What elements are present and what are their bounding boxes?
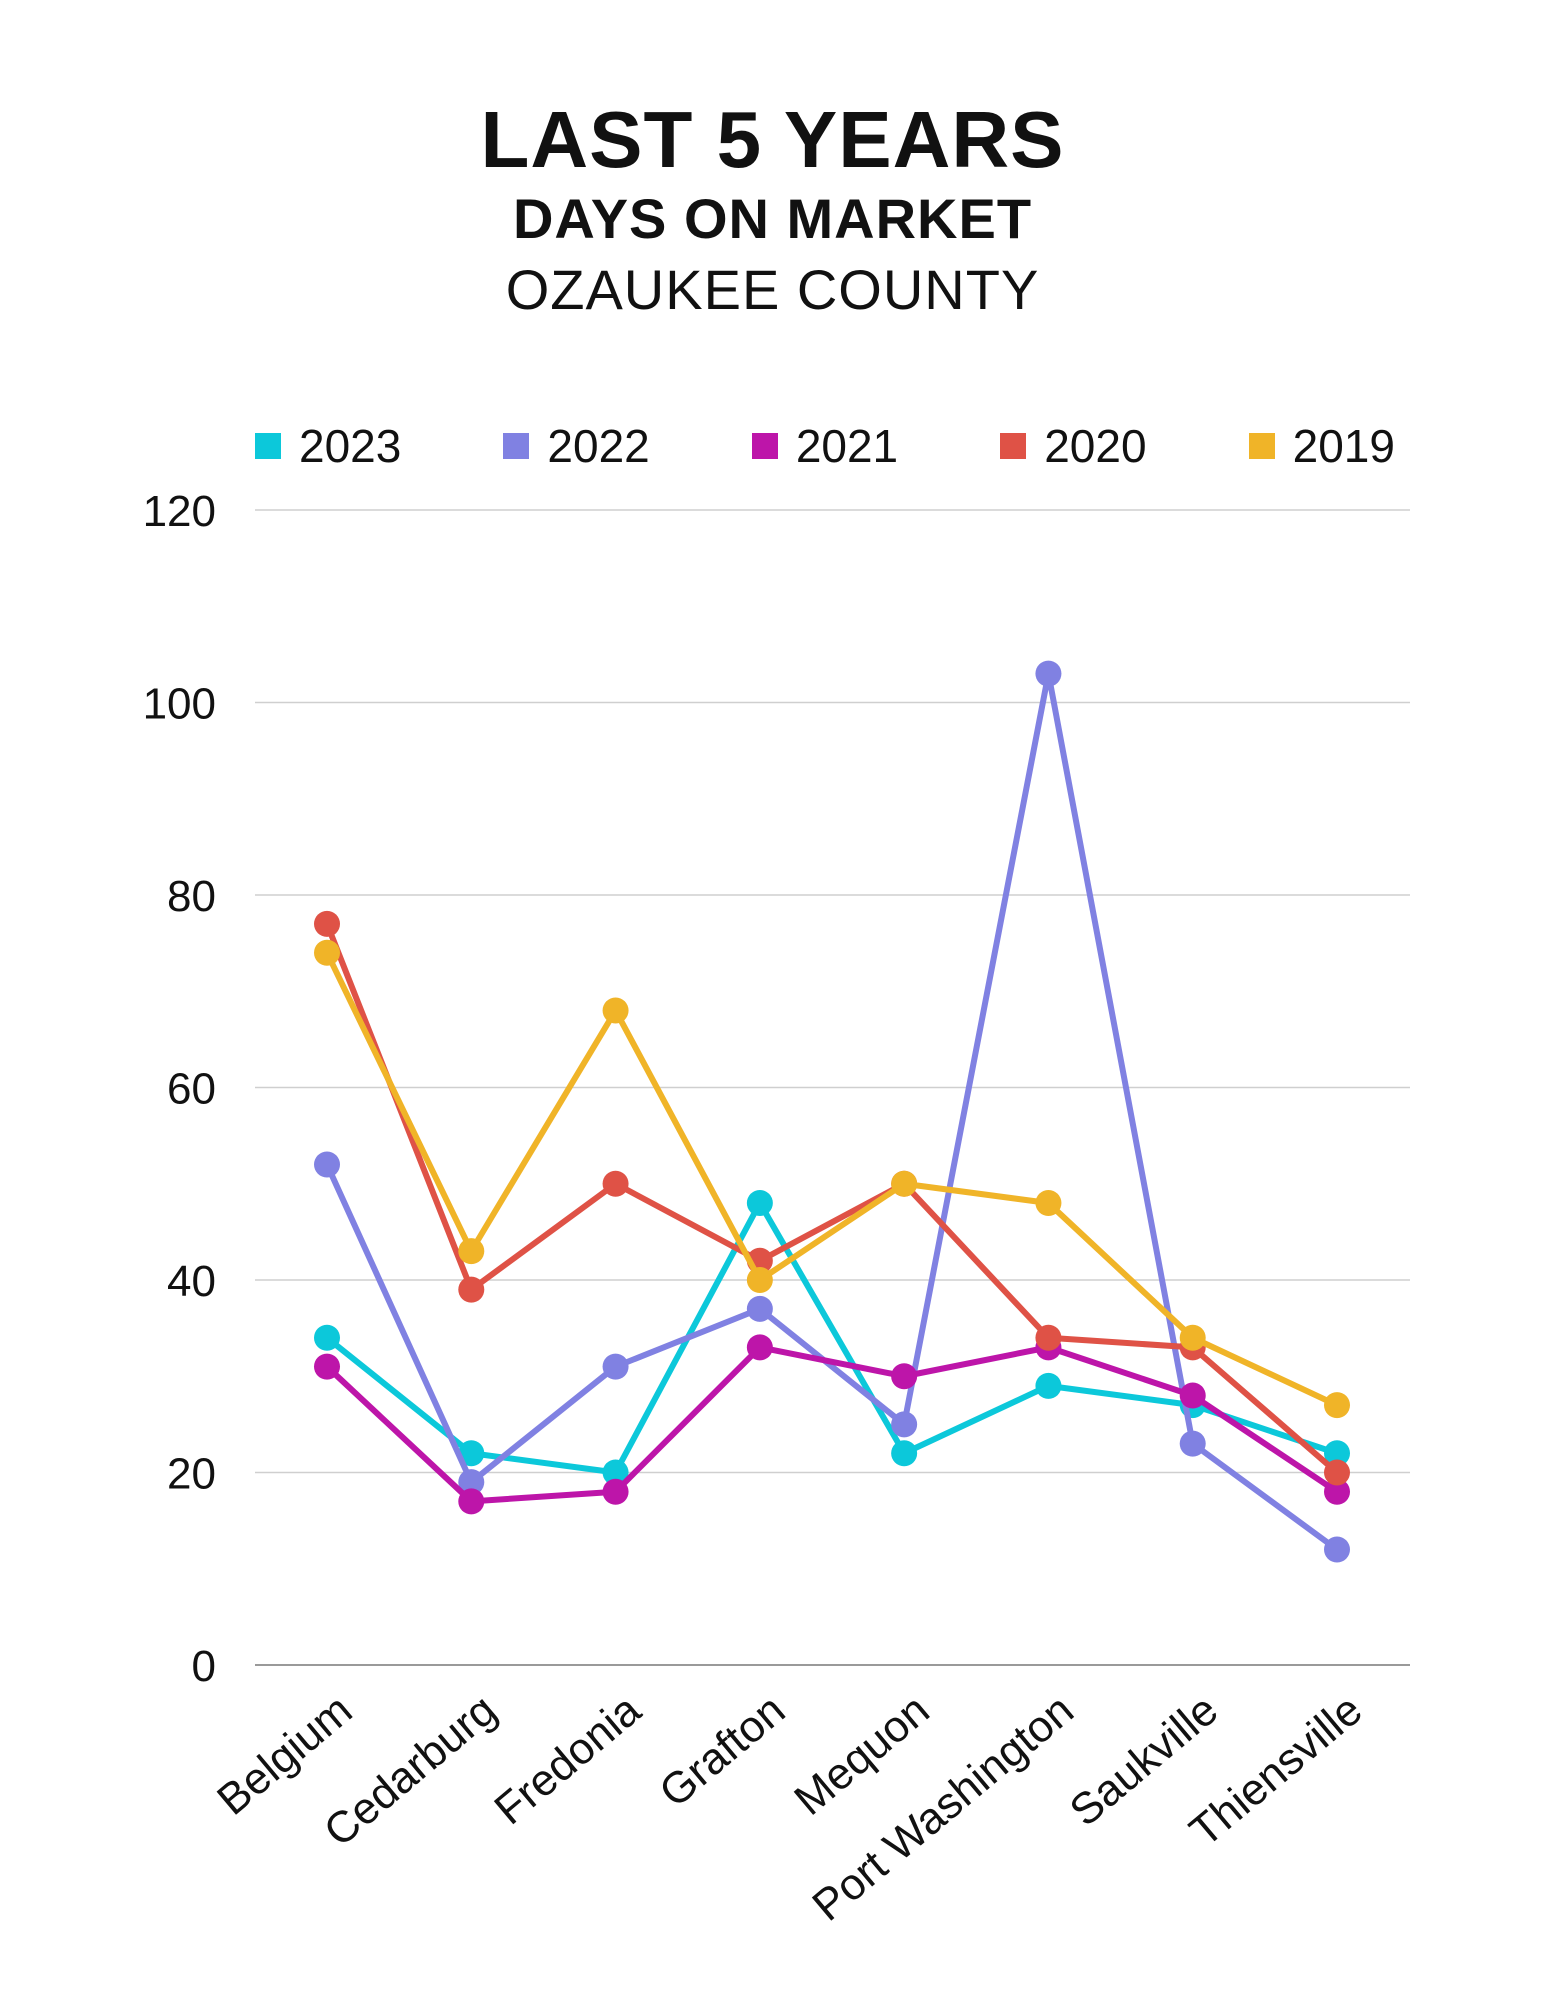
point-2019-thiensville <box>1324 1392 1350 1419</box>
point-2021-fredonia <box>602 1478 629 1505</box>
point-2022-grafton <box>746 1295 773 1322</box>
point-2019-saukville <box>1179 1324 1206 1351</box>
point-2020-cedarburg <box>458 1276 485 1303</box>
y-tick-label-20: 20 <box>167 1450 216 1499</box>
legend-swatch-2023 <box>255 433 281 459</box>
grid-layer <box>255 509 1410 1666</box>
point-2020-port-washington <box>1035 1324 1062 1351</box>
legend-item-2022: 2022 <box>503 418 650 474</box>
point-2023-grafton <box>746 1190 773 1216</box>
point-2023-cedarburg <box>458 1440 485 1467</box>
y-tick-label-0: 0 <box>192 1642 216 1691</box>
point-2019-port-washington <box>1035 1190 1062 1216</box>
point-2021-cedarburg <box>458 1488 485 1515</box>
point-2021-grafton <box>746 1334 773 1361</box>
point-2023-belgium <box>314 1324 340 1351</box>
y-tick-label-60: 60 <box>167 1065 216 1114</box>
legend-label-2021: 2021 <box>795 420 899 472</box>
series-line-2020 <box>324 920 1340 1476</box>
series-2021 <box>314 1334 1350 1515</box>
legend-item-2023: 2023 <box>255 418 401 474</box>
legend: 2023 2022 2021 2020 2019 <box>255 418 1395 474</box>
chart-subtitle: DAYS ON MARKET <box>512 187 1033 250</box>
point-2019-cedarburg <box>458 1238 485 1265</box>
legend-item-2019: 2019 <box>1248 418 1395 474</box>
legend-label-2020: 2020 <box>1044 420 1147 472</box>
point-2023-thiensville <box>1324 1440 1350 1467</box>
x-tick-label-port-washington: Port Washington <box>803 1685 1082 1931</box>
point-2022-thiensville <box>1324 1536 1350 1563</box>
series-line-2019 <box>324 949 1340 1409</box>
legend-swatch-2021 <box>751 433 778 459</box>
legend-label-2022: 2022 <box>547 420 650 472</box>
x-tick-label-grafton: Grafton <box>650 1685 794 1817</box>
legend-swatch-2020 <box>1000 433 1027 459</box>
series-2022 <box>314 660 1350 1563</box>
y-tick-label-40: 40 <box>167 1257 216 1306</box>
series-line-2021 <box>324 1344 1340 1505</box>
point-2020-belgium <box>314 910 340 937</box>
point-2019-belgium <box>314 939 340 966</box>
point-2019-fredonia <box>602 997 629 1024</box>
series-layer <box>314 660 1350 1563</box>
y-axis-ticks: 0 20 40 60 80 100 120 <box>143 487 216 1691</box>
point-2020-thiensville <box>1324 1459 1350 1486</box>
point-2022-cedarburg <box>458 1469 485 1496</box>
legend-label-2023: 2023 <box>299 420 402 472</box>
chart-title-block: LAST 5 YEARS DAYS ON MARKET OZAUKEE COUN… <box>0 95 1545 327</box>
point-2023-port-washington <box>1035 1372 1062 1399</box>
point-2021-belgium <box>314 1353 340 1380</box>
legend-item-2021: 2021 <box>751 418 899 474</box>
point-2023-fredonia <box>602 1459 629 1486</box>
legend-label-2019: 2019 <box>1292 420 1395 472</box>
point-2022-saukville <box>1179 1430 1206 1457</box>
point-2022-fredonia <box>602 1353 629 1380</box>
point-2022-belgium <box>314 1151 340 1178</box>
x-tick-label-fredonia: Fredonia <box>485 1685 650 1835</box>
series-2019 <box>314 939 1350 1419</box>
series-line-2022 <box>324 670 1340 1553</box>
chart-title: LAST 5 YEARS <box>480 95 1065 184</box>
point-2019-grafton <box>746 1267 773 1293</box>
series-line-2023 <box>324 1200 1340 1476</box>
y-tick-label-120: 120 <box>143 487 216 536</box>
point-2020-fredonia <box>602 1170 629 1197</box>
point-2021-mequon <box>891 1363 918 1390</box>
legend-swatch-2019 <box>1248 433 1275 459</box>
point-2022-mequon <box>891 1411 918 1438</box>
y-tick-label-100: 100 <box>143 680 216 729</box>
point-2021-thiensville <box>1324 1478 1350 1505</box>
point-2023-mequon <box>891 1440 918 1467</box>
point-2022-port-washington <box>1035 660 1062 687</box>
point-2021-saukville <box>1179 1382 1206 1409</box>
chart-region: OZAUKEE COUNTY <box>505 258 1040 321</box>
legend-swatch-2022 <box>503 433 530 459</box>
point-2019-mequon <box>891 1170 918 1197</box>
legend-item-2020: 2020 <box>1000 418 1147 474</box>
y-tick-label-80: 80 <box>167 872 216 921</box>
